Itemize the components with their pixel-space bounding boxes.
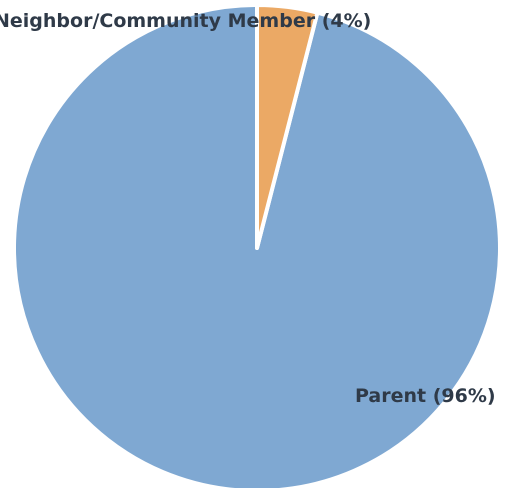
slice-neighbor-community-member xyxy=(255,3,320,250)
pie-slices xyxy=(12,3,502,488)
slice-parent xyxy=(12,3,502,488)
label-neighbor-community-member: Neighbor/Community Member (4%) xyxy=(0,10,371,32)
label-parent: Parent (96%) xyxy=(355,385,496,407)
